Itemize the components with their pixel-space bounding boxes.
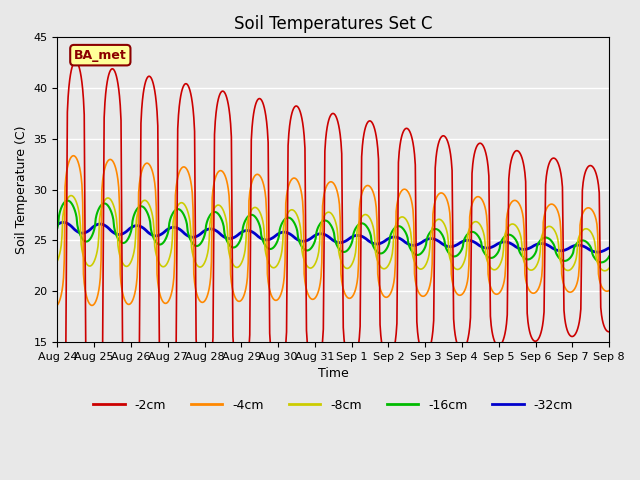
-16cm	[199, 237, 207, 242]
-4cm	[88, 302, 96, 308]
-8cm	[601, 268, 609, 274]
-8cm	[434, 217, 442, 223]
Line: -4cm: -4cm	[58, 156, 609, 305]
-16cm	[326, 220, 333, 226]
-16cm	[605, 253, 613, 259]
-2cm	[434, 144, 442, 150]
Line: -16cm: -16cm	[58, 201, 609, 263]
Line: -8cm: -8cm	[58, 195, 609, 271]
-16cm	[63, 198, 71, 204]
-8cm	[199, 263, 207, 268]
-4cm	[326, 179, 334, 185]
-8cm	[67, 192, 75, 198]
-4cm	[380, 293, 388, 299]
-8cm	[175, 201, 183, 206]
-16cm	[54, 225, 61, 231]
-8cm	[556, 254, 563, 260]
-4cm	[605, 288, 613, 293]
-32cm	[199, 229, 207, 235]
-4cm	[54, 302, 61, 308]
-2cm	[72, 59, 79, 64]
-8cm	[54, 258, 61, 264]
-2cm	[54, 400, 61, 406]
-4cm	[556, 218, 564, 224]
-32cm	[326, 235, 333, 240]
Line: -2cm: -2cm	[58, 61, 609, 403]
-2cm	[556, 164, 563, 170]
-16cm	[598, 260, 605, 265]
-8cm	[380, 266, 387, 272]
-32cm	[594, 249, 602, 255]
-4cm	[200, 299, 207, 305]
-32cm	[605, 245, 613, 251]
-16cm	[380, 250, 387, 255]
-2cm	[175, 104, 183, 109]
-32cm	[60, 219, 67, 225]
-32cm	[380, 239, 387, 245]
-2cm	[326, 115, 333, 121]
-16cm	[434, 227, 442, 232]
Title: Soil Temperatures Set C: Soil Temperatures Set C	[234, 15, 433, 33]
-2cm	[199, 380, 207, 386]
-8cm	[326, 209, 333, 215]
Line: -32cm: -32cm	[58, 222, 609, 252]
Y-axis label: Soil Temperature (C): Soil Temperature (C)	[15, 125, 28, 254]
X-axis label: Time: Time	[318, 367, 349, 380]
-32cm	[175, 226, 183, 232]
-32cm	[434, 238, 442, 243]
-32cm	[54, 222, 61, 228]
-2cm	[605, 329, 613, 335]
Text: BA_met: BA_met	[74, 48, 127, 61]
Legend: -2cm, -4cm, -8cm, -16cm, -32cm: -2cm, -4cm, -8cm, -16cm, -32cm	[88, 394, 578, 417]
-4cm	[70, 153, 77, 158]
-8cm	[605, 265, 613, 271]
-2cm	[380, 348, 387, 354]
-4cm	[435, 192, 442, 197]
-16cm	[556, 255, 563, 261]
-16cm	[175, 206, 183, 212]
-32cm	[556, 248, 563, 253]
-4cm	[176, 168, 184, 173]
